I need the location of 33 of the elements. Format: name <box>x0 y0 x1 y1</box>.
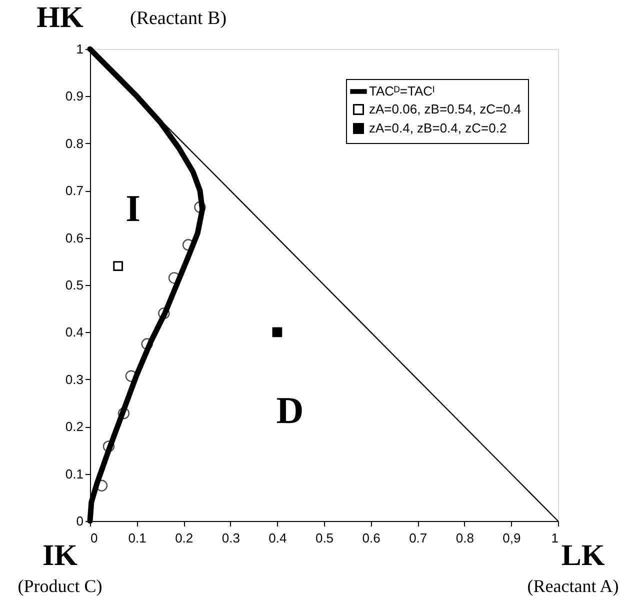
x-tick-label: 1 <box>551 530 558 546</box>
y-tick-label: 0.5 <box>65 278 84 292</box>
legend-label: zA=0.06, zB=0.54, zC=0.4 <box>369 102 522 116</box>
text: IK <box>42 539 78 572</box>
y-tick-label: 0.4 <box>65 324 84 340</box>
annotation: I <box>126 188 140 230</box>
x-tick-label: 0.1 <box>128 530 146 546</box>
x-tick-label: 0.7 <box>409 530 428 546</box>
y-tick-label: 0.3 <box>65 372 84 387</box>
x-tick-label: 0.6 <box>362 530 380 546</box>
y-tick-label: 0.6 <box>65 230 84 246</box>
y-tick-label: 0.1 <box>65 466 84 482</box>
x-tick-label: 0.4 <box>268 530 287 546</box>
y-tick-label: 0.2 <box>65 419 84 434</box>
text: (Reactant A) <box>527 576 619 596</box>
y-tick-label: 0.8 <box>65 136 84 151</box>
text: (Reactant B) <box>130 8 227 29</box>
legend-label: zA=0.4, zB=0.4, zC=0.2 <box>369 120 507 136</box>
x-tick-label: 0.2 <box>175 530 194 546</box>
y-tick-label: 0 <box>76 514 84 528</box>
x-tick-label: 0,9 <box>502 530 521 546</box>
x-tick-label: 0.5 <box>315 530 334 546</box>
y-tick-label: 0.9 <box>65 88 84 104</box>
text: LK <box>561 539 606 572</box>
x-tick-label: 0 <box>90 530 98 546</box>
y-tick-label: 0.7 <box>65 183 84 198</box>
y-tick-label: 1 <box>76 42 84 56</box>
legend-label: TACᴰ=TACᴵ <box>369 84 435 98</box>
annotation: D <box>276 390 304 432</box>
x-tick-label: 0.8 <box>456 530 474 546</box>
text: HK <box>36 1 84 34</box>
x-tick-label: 0.3 <box>222 530 240 546</box>
text: (Product C) <box>18 576 102 596</box>
